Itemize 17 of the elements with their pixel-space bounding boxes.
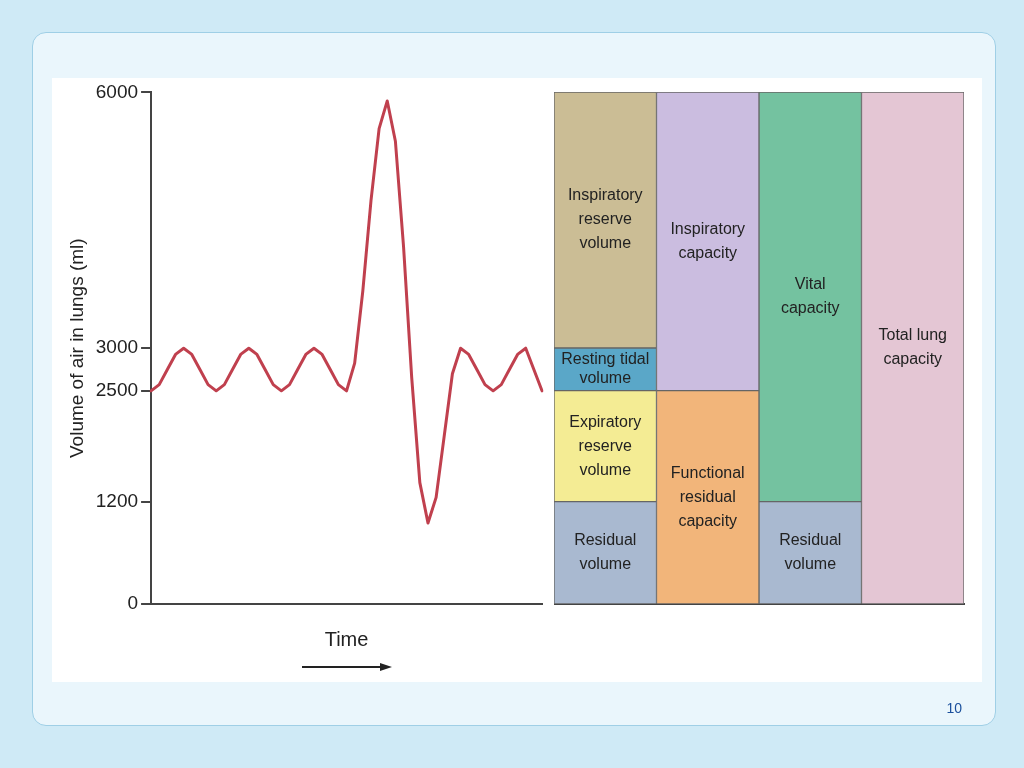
series-label: Inspiratory reserve volume [567,186,643,252]
series-label: Vital capacity [780,275,840,317]
series-label: Functional residual capacity [670,463,745,529]
y-tick-label: 6000 [95,80,139,102]
series-label: Expiratory reserve volume [569,412,642,478]
series-label: Resting tidal volume [561,350,650,387]
text: 10 [946,700,962,716]
y-tick-label: 0 [127,592,139,614]
y-tick-label: 2500 [95,379,139,401]
series-label: Total lung capacity [878,326,947,368]
series-label: Residual volume [574,531,637,573]
series-label: Residual volume [779,531,842,573]
y-tick-label: 3000 [95,336,139,358]
y-tick-label: 1200 [95,489,139,511]
series-label: Inspiratory capacity [670,219,746,261]
y-axis-title: Volume of air in lungs (ml) [65,238,87,459]
x-axis-title: Time [324,627,369,650]
